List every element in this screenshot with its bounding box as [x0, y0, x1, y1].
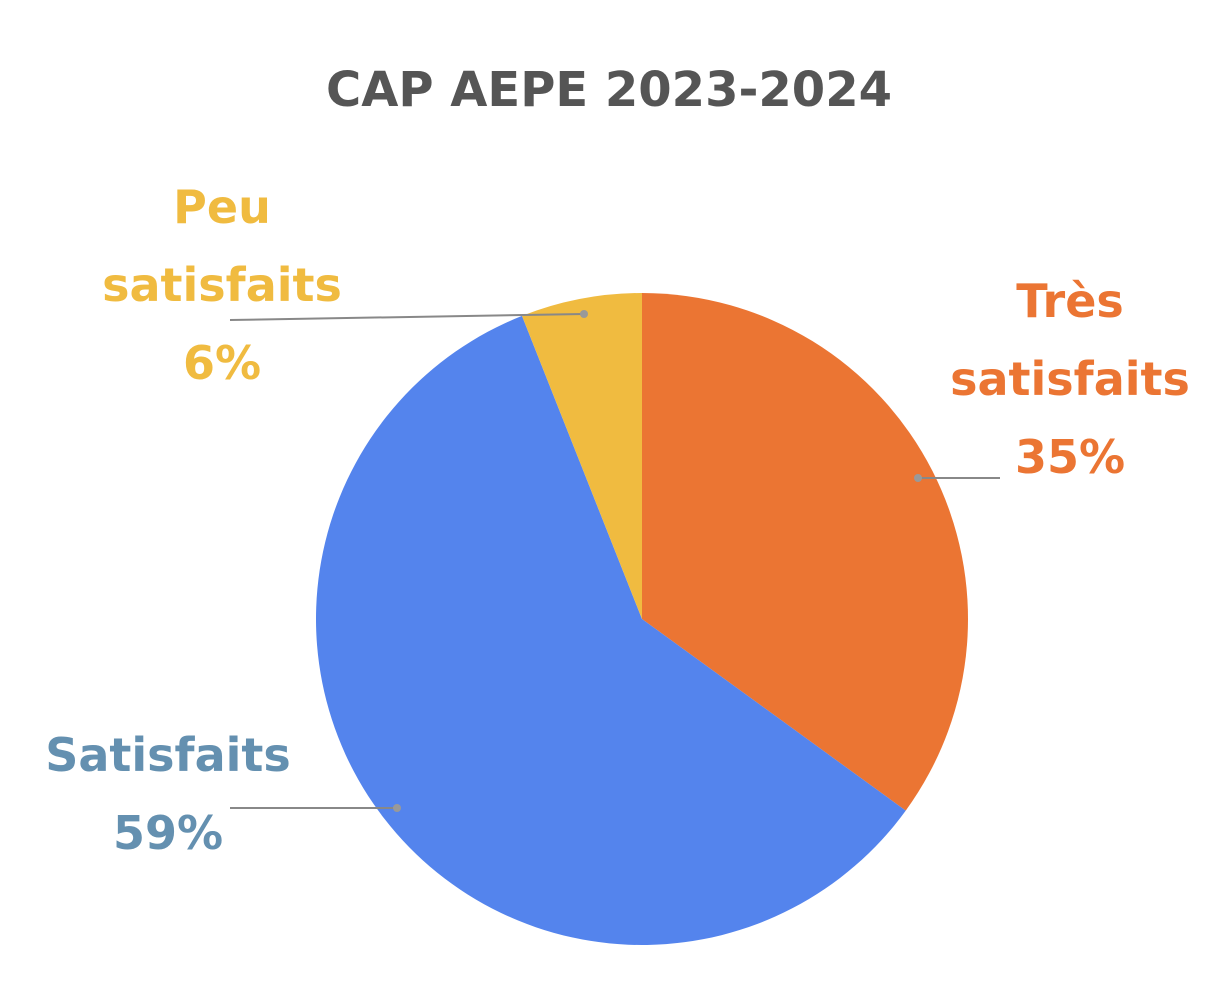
- value-label: 59%: [112, 806, 224, 860]
- pie-slice: [642, 293, 968, 811]
- value-label: 35%: [1014, 430, 1126, 484]
- chart-title: CAP AEPE 2023-2024: [326, 62, 892, 118]
- category-label: Peu satisfaits: [102, 180, 342, 312]
- category-label: Satisfaits: [45, 728, 291, 782]
- leader-dot: [580, 310, 588, 318]
- slice-label: Satisfaits 59%: [18, 716, 318, 872]
- leader-dot: [914, 474, 922, 482]
- leader-line: [229, 313, 585, 321]
- pie-slice: [521, 293, 642, 619]
- slice-label: Très satisfaits 35%: [920, 262, 1218, 496]
- leader-dot: [393, 804, 401, 812]
- value-label: 6%: [182, 336, 262, 390]
- pie-slice: [316, 315, 906, 946]
- category-label: Très satisfaits: [950, 274, 1190, 406]
- slice-label: Peu satisfaits 6%: [72, 168, 372, 402]
